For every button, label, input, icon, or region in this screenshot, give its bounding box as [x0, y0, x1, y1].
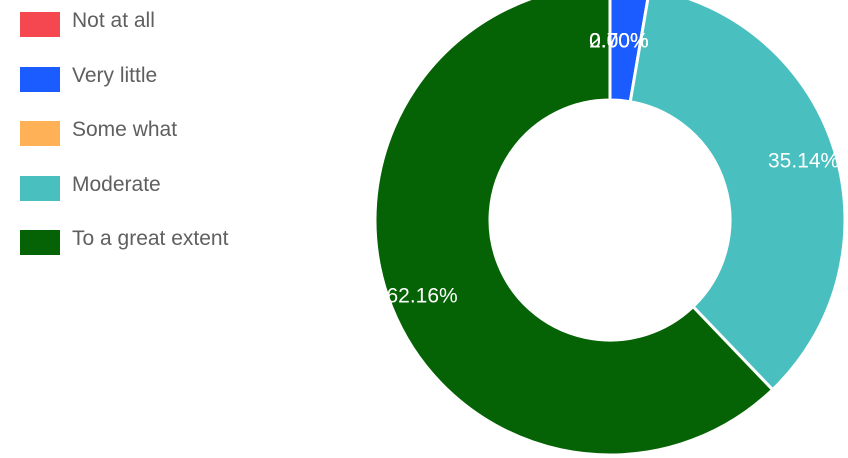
legend-label-not-at-all: Not at all [72, 9, 155, 32]
legend-swatch-some-what [20, 121, 60, 146]
legend-item-moderate[interactable]: Moderate [20, 170, 320, 225]
legend-swatch-to-a-great-extent [20, 230, 60, 255]
legend-swatch-not-at-all [20, 12, 60, 37]
legend-item-very-little[interactable]: Very little [20, 61, 320, 116]
legend-label-to-a-great-extent: To a great extent [72, 227, 229, 250]
legend-item-some-what[interactable]: Some what [20, 115, 320, 170]
data-label-to-a-great-extent: 62.16% [386, 284, 457, 307]
donut-slice-to-a-great-extent[interactable] [373, 0, 775, 457]
donut-labels: 0.00%2.70%0.00%35.14%62.16% [386, 30, 839, 308]
data-label-moderate: 35.14% [768, 150, 839, 173]
data-label-some-what: 0.00% [589, 30, 649, 53]
legend: Not at all Very little Some what Moderat… [20, 6, 320, 279]
donut-slices [373, 0, 847, 457]
legend-swatch-moderate [20, 175, 60, 201]
legend-item-to-a-great-extent[interactable]: To a great extent [20, 224, 320, 279]
data-label-not-at-all: 0.00% [589, 30, 649, 53]
legend-swatch-very-little [20, 66, 60, 92]
legend-label-moderate: Moderate [72, 172, 161, 196]
donut-slice-moderate[interactable] [628, 0, 847, 392]
legend-label-some-what: Some what [72, 118, 178, 141]
legend-label-very-little: Very little [72, 63, 158, 87]
legend-item-not-at-all[interactable]: Not at all [20, 6, 320, 61]
data-label-very-little: 2.70% [589, 30, 649, 53]
